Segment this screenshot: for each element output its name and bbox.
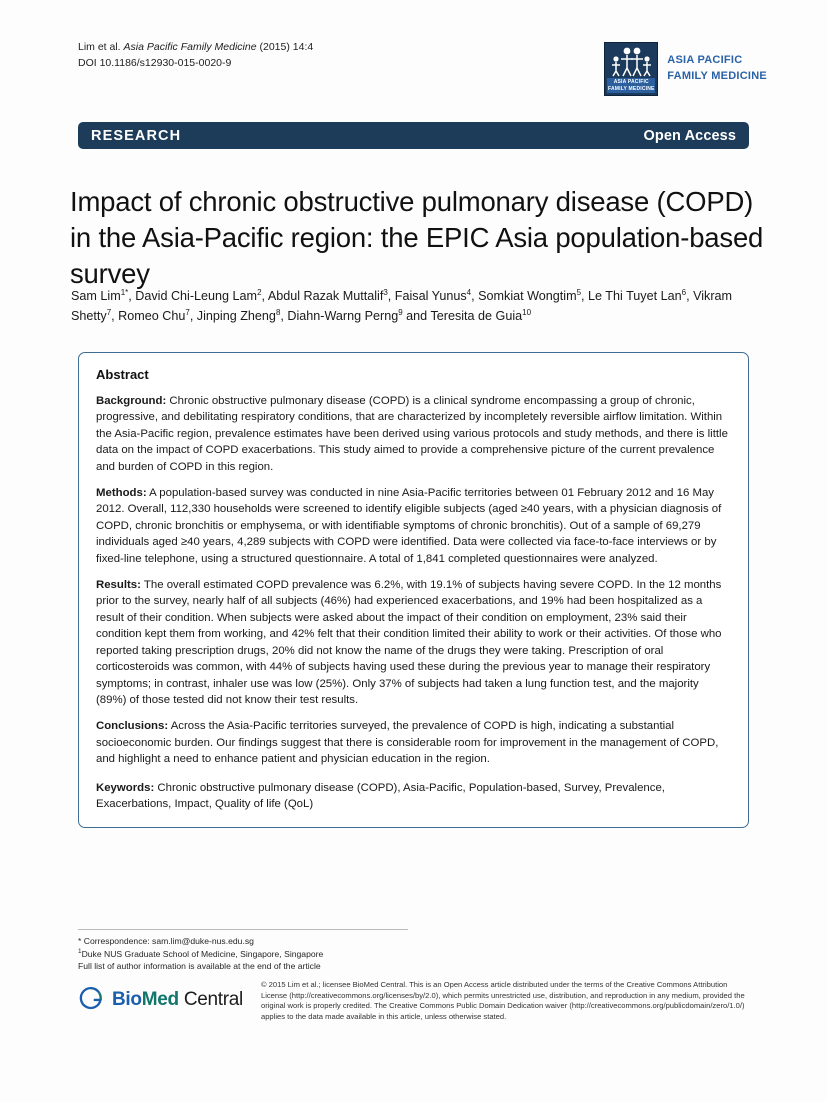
abstract-keywords: Keywords: Chronic obstructive pulmonary … <box>96 780 731 813</box>
citation-authors: Lim et al. <box>78 41 121 53</box>
family-figures-icon <box>612 47 652 77</box>
journal-logo: ASIA PACIFIC FAMILY MEDICINE ASIA PACIFI… <box>604 42 767 96</box>
abstract-box: Abstract Background: Chronic obstructive… <box>78 352 749 829</box>
abstract-methods: Methods: A population-based survey was c… <box>96 485 731 567</box>
bmc-med-text: Med <box>141 988 179 1010</box>
author-list: Sam Lim1*, David Chi-Leung Lam2, Abdul R… <box>71 287 733 323</box>
abstract-methods-label: Methods: <box>96 487 147 500</box>
full-author-list-note: Full list of author information is avail… <box>78 961 321 972</box>
abstract-conclusions-text: Across the Asia-Pacific territories surv… <box>96 720 719 766</box>
citation-volume: (2015) 14:4 <box>259 41 314 53</box>
license-text: © 2015 Lim et al.; licensee BioMed Centr… <box>260 980 745 1021</box>
footnote-block: * Correspondence: sam.lim@duke-nus.edu.s… <box>78 935 498 973</box>
journal-logo-line1: ASIA PACIFIC <box>667 54 743 67</box>
article-type-label: RESEARCH <box>91 127 182 144</box>
journal-logo-line2: FAMILY MEDICINE <box>667 70 767 82</box>
abstract-conclusions: Conclusions: Across the Asia-Pacific ter… <box>96 718 731 767</box>
biomed-central-logo: BioMed Central <box>78 986 243 1013</box>
biomed-central-wordmark: BioMed Central <box>112 989 243 1011</box>
logo-band-line2: FAMILY MEDICINE <box>607 85 655 92</box>
abstract-conclusions-label: Conclusions: <box>96 720 169 733</box>
abstract-results-label: Results: <box>96 579 141 592</box>
research-banner: RESEARCH Open Access <box>78 122 749 149</box>
page-title: Impact of chronic obstructive pulmonary … <box>70 186 764 290</box>
affiliation-text: Duke NUS Graduate School of Medicine, Si… <box>81 948 324 959</box>
affiliation-superscript: 1 <box>78 947 82 955</box>
correspondence-line: * Correspondence: sam.lim@duke-nus.edu.s… <box>78 936 254 946</box>
biomed-circle-icon <box>79 986 102 1010</box>
doi-line: DOI 10.1186/s12930-015-0020-9 <box>78 56 232 69</box>
open-access-badge: Open Access <box>643 127 736 144</box>
logo-band: ASIA PACIFIC FAMILY MEDICINE <box>607 78 656 93</box>
abstract-background-text: Chronic obstructive pulmonary disease (C… <box>96 395 728 473</box>
abstract-results: Results: The overall estimated COPD prev… <box>96 577 731 708</box>
logo-band-line1: ASIA PACIFIC <box>613 79 649 85</box>
citation-block: Lim et al. Asia Pacific Family Medicine … <box>78 40 313 72</box>
abstract-heading: Abstract <box>96 367 149 382</box>
affiliation-line: 1Duke NUS Graduate School of Medicine, S… <box>78 948 498 961</box>
bmc-bio-text: Bio <box>112 988 142 1010</box>
page-header: Lim et al. Asia Pacific Family Medicine … <box>78 40 767 96</box>
abstract-methods-text: A population-based survey was conducted … <box>96 487 722 565</box>
citation-line: Lim et al. Asia Pacific Family Medicine … <box>78 40 313 56</box>
citation-journal: Asia Pacific Family Medicine <box>123 41 257 53</box>
footnote-divider <box>78 929 408 930</box>
abstract-keywords-text: Chronic obstructive pulmonary disease (C… <box>96 781 665 810</box>
abstract-results-text: The overall estimated COPD prevalence wa… <box>96 579 722 706</box>
bmc-central-text: Central <box>183 988 243 1010</box>
journal-logo-text: ASIA PACIFIC FAMILY MEDICINE <box>667 53 767 85</box>
abstract-background: Background: Chronic obstructive pulmonar… <box>96 393 731 475</box>
publisher-footer: BioMed Central © 2015 Lim et al.; licens… <box>78 980 767 1022</box>
abstract-keywords-label: Keywords: <box>96 781 155 794</box>
asia-pacific-family-medicine-icon: ASIA PACIFIC FAMILY MEDICINE <box>604 42 659 96</box>
abstract-background-label: Background: <box>96 395 167 407</box>
